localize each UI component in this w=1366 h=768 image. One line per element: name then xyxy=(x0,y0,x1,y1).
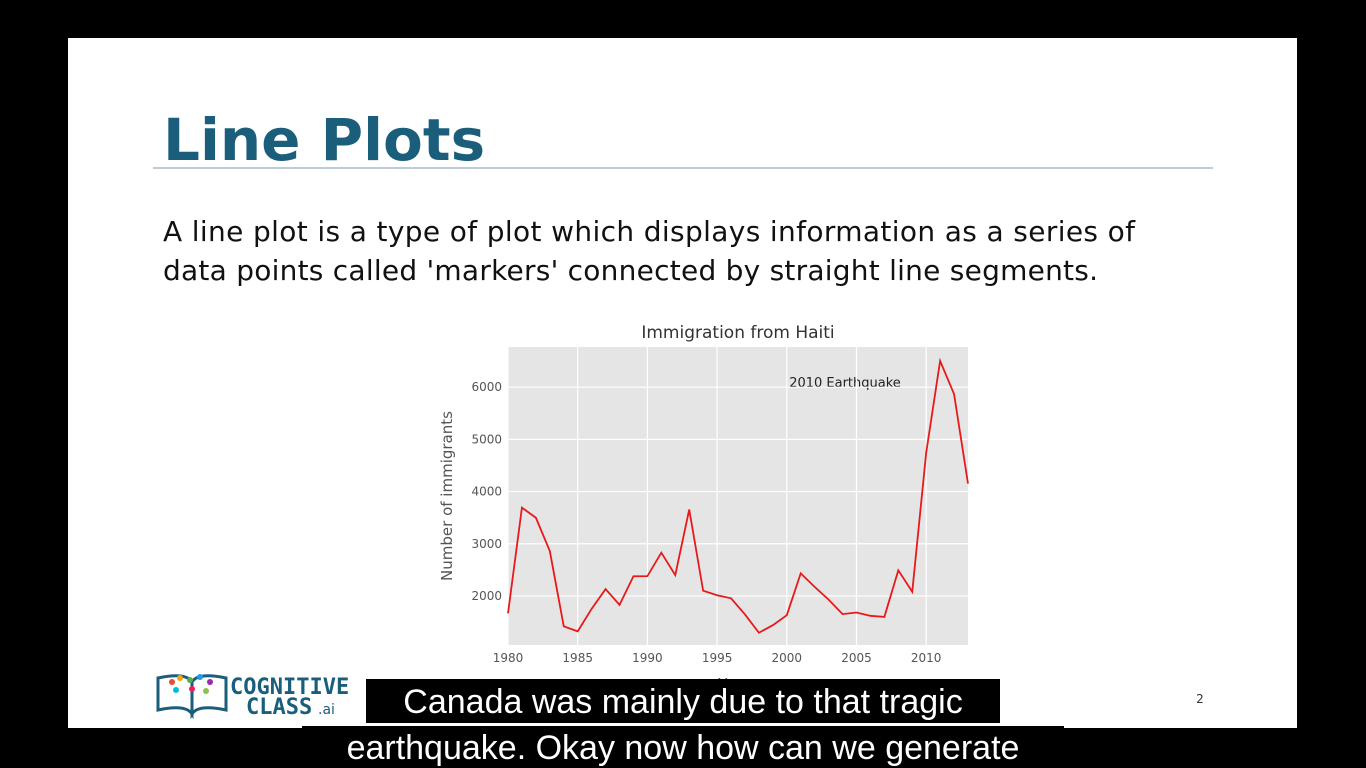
logo-text: .ai xyxy=(318,702,335,718)
subtitle-box xyxy=(302,726,1064,768)
logo-icon xyxy=(156,674,228,720)
y-tick-label: 3000 xyxy=(471,537,502,551)
chart-title: Immigration from Haiti xyxy=(641,323,834,343)
data-line xyxy=(507,357,969,634)
x-tick-label: 1980 xyxy=(493,651,524,665)
body-text: data points called 'markers' connected b… xyxy=(163,254,1098,287)
subtitle-box xyxy=(366,679,1000,723)
logo-text: CLASS xyxy=(246,695,312,720)
y-tick-label: 2000 xyxy=(471,589,502,603)
subtitle: earthquake. Okay now how can we generate xyxy=(347,729,1020,767)
x-tick-label: 1990 xyxy=(632,651,663,665)
annotation: 2010 Earthquake xyxy=(789,376,901,391)
plot-area xyxy=(508,347,968,645)
subtitle: Canada was mainly due to that tragic xyxy=(403,683,962,721)
y-tick-label: 4000 xyxy=(471,485,502,499)
x-tick-label: 2005 xyxy=(841,651,872,665)
x-tick-label: 2000 xyxy=(772,651,803,665)
x-tick-label: 1995 xyxy=(702,651,733,665)
x-tick-label: 1985 xyxy=(562,651,593,665)
slide-title: Line Plots xyxy=(163,106,485,174)
x-tick-label: 2010 xyxy=(911,651,942,665)
chart: 2000 3000 4000 5000 6000 1980 1985 1990 1995 2000… xyxy=(471,347,969,665)
y-axis-label: Number of immigrants xyxy=(438,411,456,581)
page-number: 2 xyxy=(1196,692,1204,706)
y-tick-label: 6000 xyxy=(471,380,502,394)
body-text: A line plot is a type of plot which disp… xyxy=(163,215,1136,248)
y-tick-label: 5000 xyxy=(471,432,502,446)
logo-text: COGNITIVE xyxy=(230,675,349,700)
